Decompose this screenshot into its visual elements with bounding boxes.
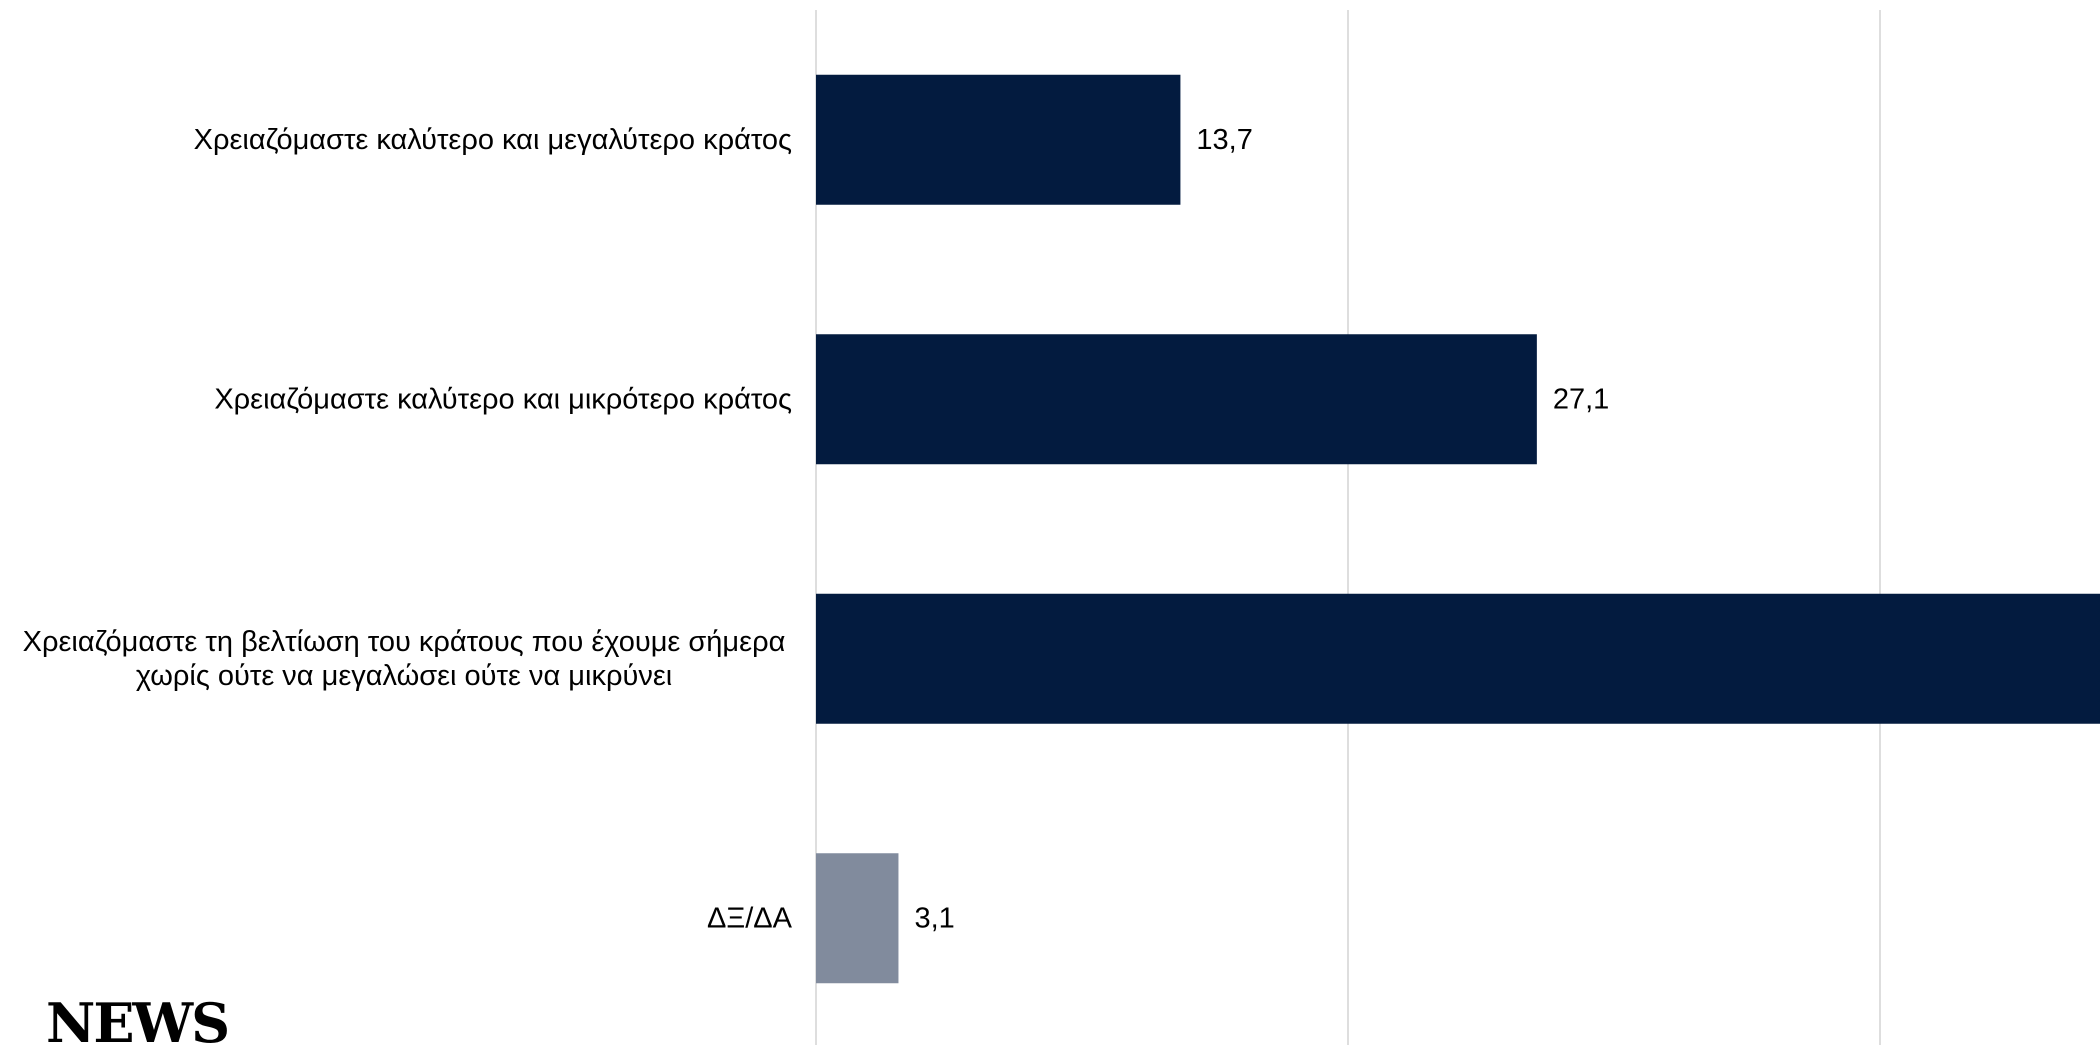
category-label-3: Χρειαζόμαστε τη βελτίωση του κράτους που… xyxy=(23,626,786,692)
bar-1 xyxy=(816,74,1181,205)
value-labels: 13,727,156,13,1 xyxy=(914,124,1609,935)
category-labels: Χρειαζόμαστε καλύτερο και μεγαλύτερο κρά… xyxy=(23,124,793,935)
bar-2 xyxy=(816,334,1537,465)
value-label-4: 3,1 xyxy=(914,902,954,934)
value-label-2: 27,1 xyxy=(1553,383,1609,415)
category-label-2: Χρειαζόμαστε καλύτερο και μικρότερο κράτ… xyxy=(214,383,792,415)
bars xyxy=(816,74,2100,984)
category-label-1: Χρειαζόμαστε καλύτερο και μεγαλύτερο κρά… xyxy=(194,124,792,156)
category-label-4: ΔΞ/ΔΑ xyxy=(707,902,793,934)
news-logo: NEWS xyxy=(46,991,228,1045)
value-label-1: 13,7 xyxy=(1196,124,1252,156)
bar-3 xyxy=(816,593,2100,724)
bar-4 xyxy=(816,853,899,984)
